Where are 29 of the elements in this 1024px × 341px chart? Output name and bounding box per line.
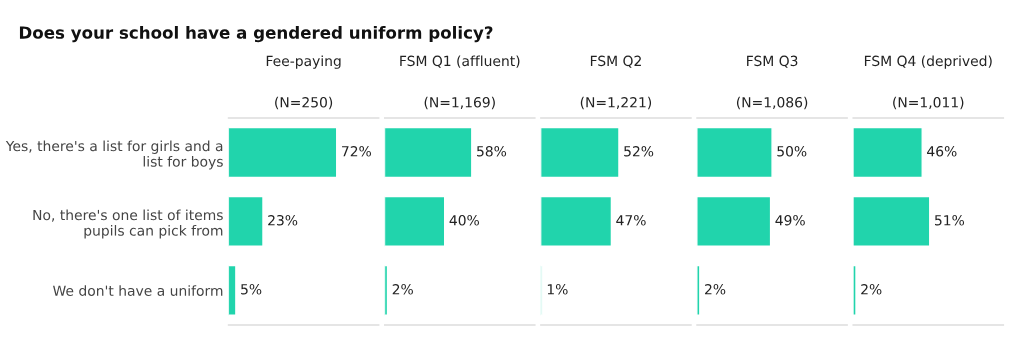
data-label: 72% xyxy=(342,146,371,157)
y-tick-label: We don't have a uniform xyxy=(53,285,223,296)
chart-title: FSM Q1 (affluent) xyxy=(400,55,520,68)
data-label: 49% xyxy=(775,215,805,226)
data-label: 2% xyxy=(861,284,882,295)
chart-title: FSM Q3 xyxy=(747,55,798,68)
chart-subtitle: (N=1,011) xyxy=(893,96,964,110)
y-tick-label: No, there's one list of items pupils can pick from xyxy=(33,209,223,239)
chart-subtitle: (N=1,169) xyxy=(424,96,495,110)
chart-title: FSM Q4 (deprived) xyxy=(864,55,992,69)
text: Does your school have a gendered uniform policy? xyxy=(19,25,493,43)
data-label: 50% xyxy=(777,146,807,157)
chart-subtitle: (N=1,086) xyxy=(736,96,808,110)
chart-title: FSM Q2 xyxy=(590,55,641,68)
data-label: 23% xyxy=(268,215,298,226)
data-label: 1% xyxy=(547,284,568,295)
data-label: 2% xyxy=(392,284,413,295)
data-label: 5% xyxy=(241,284,262,295)
chart-subtitle: (N=250) xyxy=(275,96,333,110)
data-label: 47% xyxy=(616,215,646,226)
data-label: 2% xyxy=(705,284,726,295)
data-label: 52% xyxy=(624,146,654,157)
chart-subtitle: (N=1,221) xyxy=(580,96,652,110)
data-label: 46% xyxy=(927,146,957,157)
y-tick-label: Yes, there's a list for girls and a list for boys xyxy=(5,140,223,170)
data-label: 51% xyxy=(935,215,965,226)
data-label: 40% xyxy=(449,215,479,226)
chart-title: Fee-paying xyxy=(266,55,341,69)
data-label: 58% xyxy=(477,146,507,157)
